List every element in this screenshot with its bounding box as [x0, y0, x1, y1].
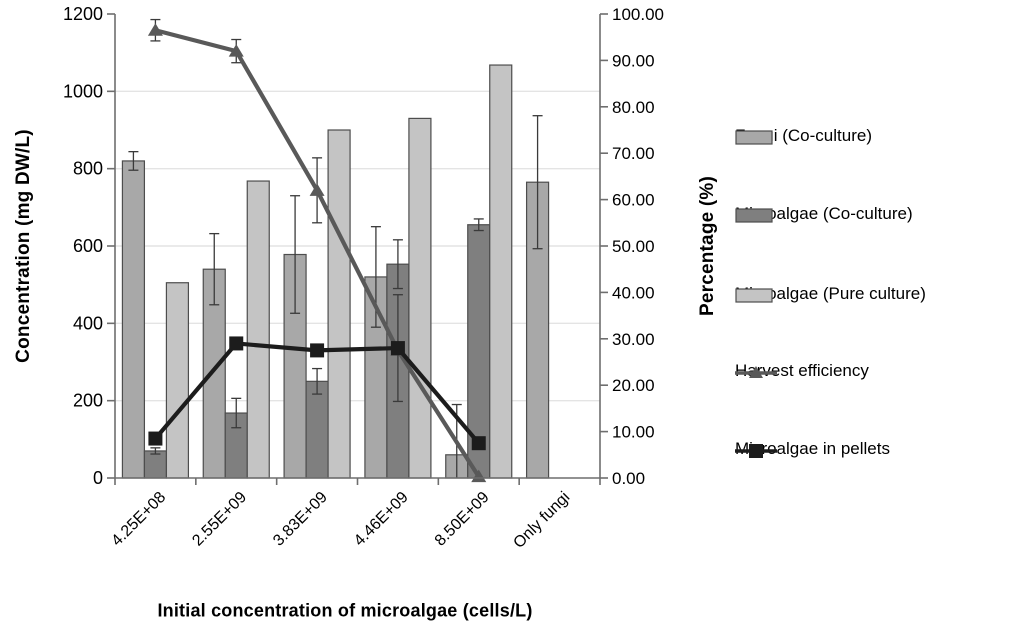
marker-square-cat5 [471, 436, 486, 451]
bar-microalgae-pure-culture--cat1 [165, 282, 190, 479]
legend-label: Microalgae (Pure culture) [735, 284, 926, 303]
marker-square-cat1 [148, 431, 163, 446]
legend-item-microalgae-in-pellets: Microalgae in pellets [734, 439, 890, 459]
legend-label: Microalgae (Co-culture) [735, 204, 913, 223]
marker-triangle-cat2 [228, 44, 244, 57]
right-axis-tick-label: 20.00 [612, 376, 655, 395]
legend-item-fungi-co-culture-: Fungi (Co-culture) [734, 126, 872, 146]
x-category-label: 3.83E+09 [270, 489, 331, 550]
x-axis-title: Initial concentration of microalgae (cel… [157, 600, 533, 621]
legend-item-microalgae-pure-culture-: Microalgae (Pure culture) [734, 284, 926, 304]
right-axis-tick-label: 0.00 [612, 469, 645, 488]
legend-swatch-triangle-icon [735, 366, 777, 378]
legend-swatch-bar-icon [735, 130, 773, 145]
right-axis-tick-label: 80.00 [612, 98, 655, 117]
bar-microalgae-pure-culture--cat2 [246, 180, 270, 479]
bar-microalgae-co-culture--cat1 [143, 450, 168, 479]
x-category-label: 8.50E+09 [432, 489, 493, 550]
legend-item-harvest-efficiency: Harvest efficiency [734, 361, 869, 381]
left-axis-tick-label: 800 [73, 159, 103, 179]
right-axis-tick-label: 90.00 [612, 51, 655, 70]
left-axis-tick-label: 1200 [63, 4, 103, 24]
legend-label: Microalgae in pellets [735, 439, 890, 458]
marker-triangle-cat1 [147, 23, 163, 36]
x-category-label: 4.25E+08 [108, 489, 169, 550]
bar-microalgae-pure-culture--cat4 [408, 117, 432, 479]
left-axis-tick-label: 600 [73, 236, 103, 256]
x-category-label: Only fungi [510, 489, 573, 552]
marker-triangle-cat3 [309, 183, 325, 196]
marker-square-cat2 [229, 336, 244, 351]
left-axis-title: Concentration (mg DW/L) [13, 129, 34, 363]
left-axis-tick-label: 1000 [63, 81, 103, 101]
left-axis-tick-label: 400 [73, 313, 103, 333]
left-axis-tick-label: 200 [73, 391, 103, 411]
right-axis-tick-label: 60.00 [612, 191, 655, 210]
marker-square-cat4 [390, 341, 405, 356]
bar-fungi-co-culture--cat1 [121, 160, 146, 479]
right-axis-tick-label: 30.00 [612, 330, 655, 349]
x-category-label: 2.55E+09 [189, 489, 250, 550]
legend-swatch-bar-icon [735, 288, 773, 303]
bar-microalgae-pure-culture--cat3 [327, 129, 351, 479]
bar-microalgae-pure-culture--cat5 [489, 64, 513, 479]
right-axis-tick-label: 100.00 [612, 5, 664, 24]
marker-triangle-cat5 [471, 469, 487, 483]
bar-microalgae-co-culture--cat3 [305, 380, 329, 479]
left-axis-tick-label: 0 [93, 468, 103, 488]
marker-square-cat3 [310, 343, 325, 358]
right-axis-tick-label: 40.00 [612, 283, 655, 302]
right-axis-tick-label: 50.00 [612, 237, 655, 256]
legend-swatch-bar-icon [735, 208, 773, 223]
legend-swatch-square-icon [735, 444, 777, 458]
right-axis-title: Percentage (%) [697, 175, 718, 317]
x-category-label: 4.46E+09 [351, 489, 412, 550]
legend-item-microalgae-co-culture-: Microalgae (Co-culture) [734, 204, 913, 224]
right-axis-tick-label: 70.00 [612, 144, 655, 163]
legend-label: Harvest efficiency [735, 361, 869, 380]
right-axis-tick-label: 10.00 [612, 423, 655, 442]
